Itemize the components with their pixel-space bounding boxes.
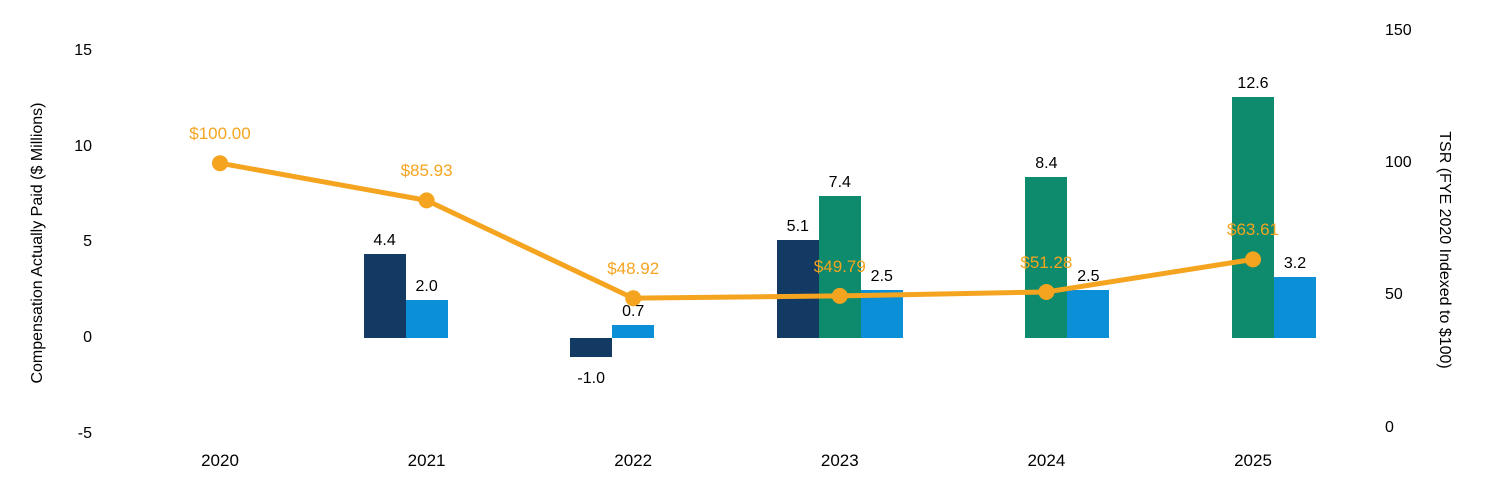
tsr-label-2025: $63.61 <box>1227 220 1279 240</box>
left-axis-tick-5: 5 <box>83 233 92 251</box>
left-axis-tick-10: 10 <box>74 137 92 155</box>
tsr-point-2023 <box>831 287 848 304</box>
bar-label-2022-dark-blue: -1.0 <box>577 370 605 388</box>
right-axis-tick-0: 0 <box>1385 418 1394 436</box>
year-label-2020: 2020 <box>201 451 239 470</box>
left-axis-tick-0: 0 <box>83 329 92 346</box>
bar-label-2025-green: 12.6 <box>1237 74 1269 92</box>
bar-2024-green <box>1025 177 1068 338</box>
year-label-2023: 2023 <box>820 451 859 470</box>
bar-2025-green <box>1232 96 1274 338</box>
year-label-2022: 2022 <box>614 451 653 470</box>
tsr-label-2020: $100.00 <box>189 124 251 144</box>
bar-2023-green <box>818 196 861 338</box>
bar-2022-dark-blue <box>570 338 613 358</box>
right-axis-tick-100: 100 <box>1385 154 1412 172</box>
year-label-2025: 2025 <box>1234 451 1272 470</box>
bar-label-2021-light-blue: 2.0 <box>415 277 438 295</box>
bar-2024-light-blue <box>1067 290 1110 338</box>
bar-label-2023-green: 7.4 <box>828 174 851 192</box>
tsr-label-2023: $49.79 <box>813 256 866 276</box>
bar-label-2021-dark-blue: 4.4 <box>373 231 396 249</box>
left-axis-tick-15: 15 <box>74 41 92 59</box>
tsr-line <box>217 160 1256 301</box>
bar-2021-light-blue <box>405 299 448 338</box>
tsr-label-2021: $85.93 <box>400 161 453 181</box>
tsr-point-2020 <box>212 155 228 172</box>
bar-label-2022-light-blue: 0.7 <box>622 302 645 320</box>
bar-2021-dark-blue <box>363 253 406 338</box>
tsr-point-2024 <box>1038 283 1055 300</box>
tsr-point-2022 <box>625 290 642 307</box>
right-axis-tick-50: 50 <box>1385 286 1403 304</box>
bar-label-2023-light-blue: 2.5 <box>870 268 893 286</box>
bar-label-2024-green: 8.4 <box>1035 155 1058 173</box>
tsr-label-2022: $48.92 <box>607 259 660 279</box>
tsr-point-2025 <box>1245 251 1261 268</box>
tsr-point-2021 <box>418 192 435 209</box>
bar-2023-dark-blue <box>776 240 819 338</box>
bar-2022-light-blue <box>612 324 655 338</box>
bar-2023-light-blue <box>860 290 903 338</box>
bar-2025-light-blue <box>1274 276 1316 338</box>
year-label-2021: 2021 <box>407 451 446 470</box>
year-label-2024: 2024 <box>1027 451 1066 470</box>
tsr-label-2024: $51.28 <box>1020 252 1073 272</box>
bar-label-2023-dark-blue: 5.1 <box>786 218 809 236</box>
right-axis-tick-150: 150 <box>1385 22 1412 40</box>
left-axis-tick--5: -5 <box>77 424 92 442</box>
bar-label-2024-light-blue: 2.5 <box>1077 268 1100 286</box>
bar-label-2025-light-blue: 3.2 <box>1283 254 1307 272</box>
